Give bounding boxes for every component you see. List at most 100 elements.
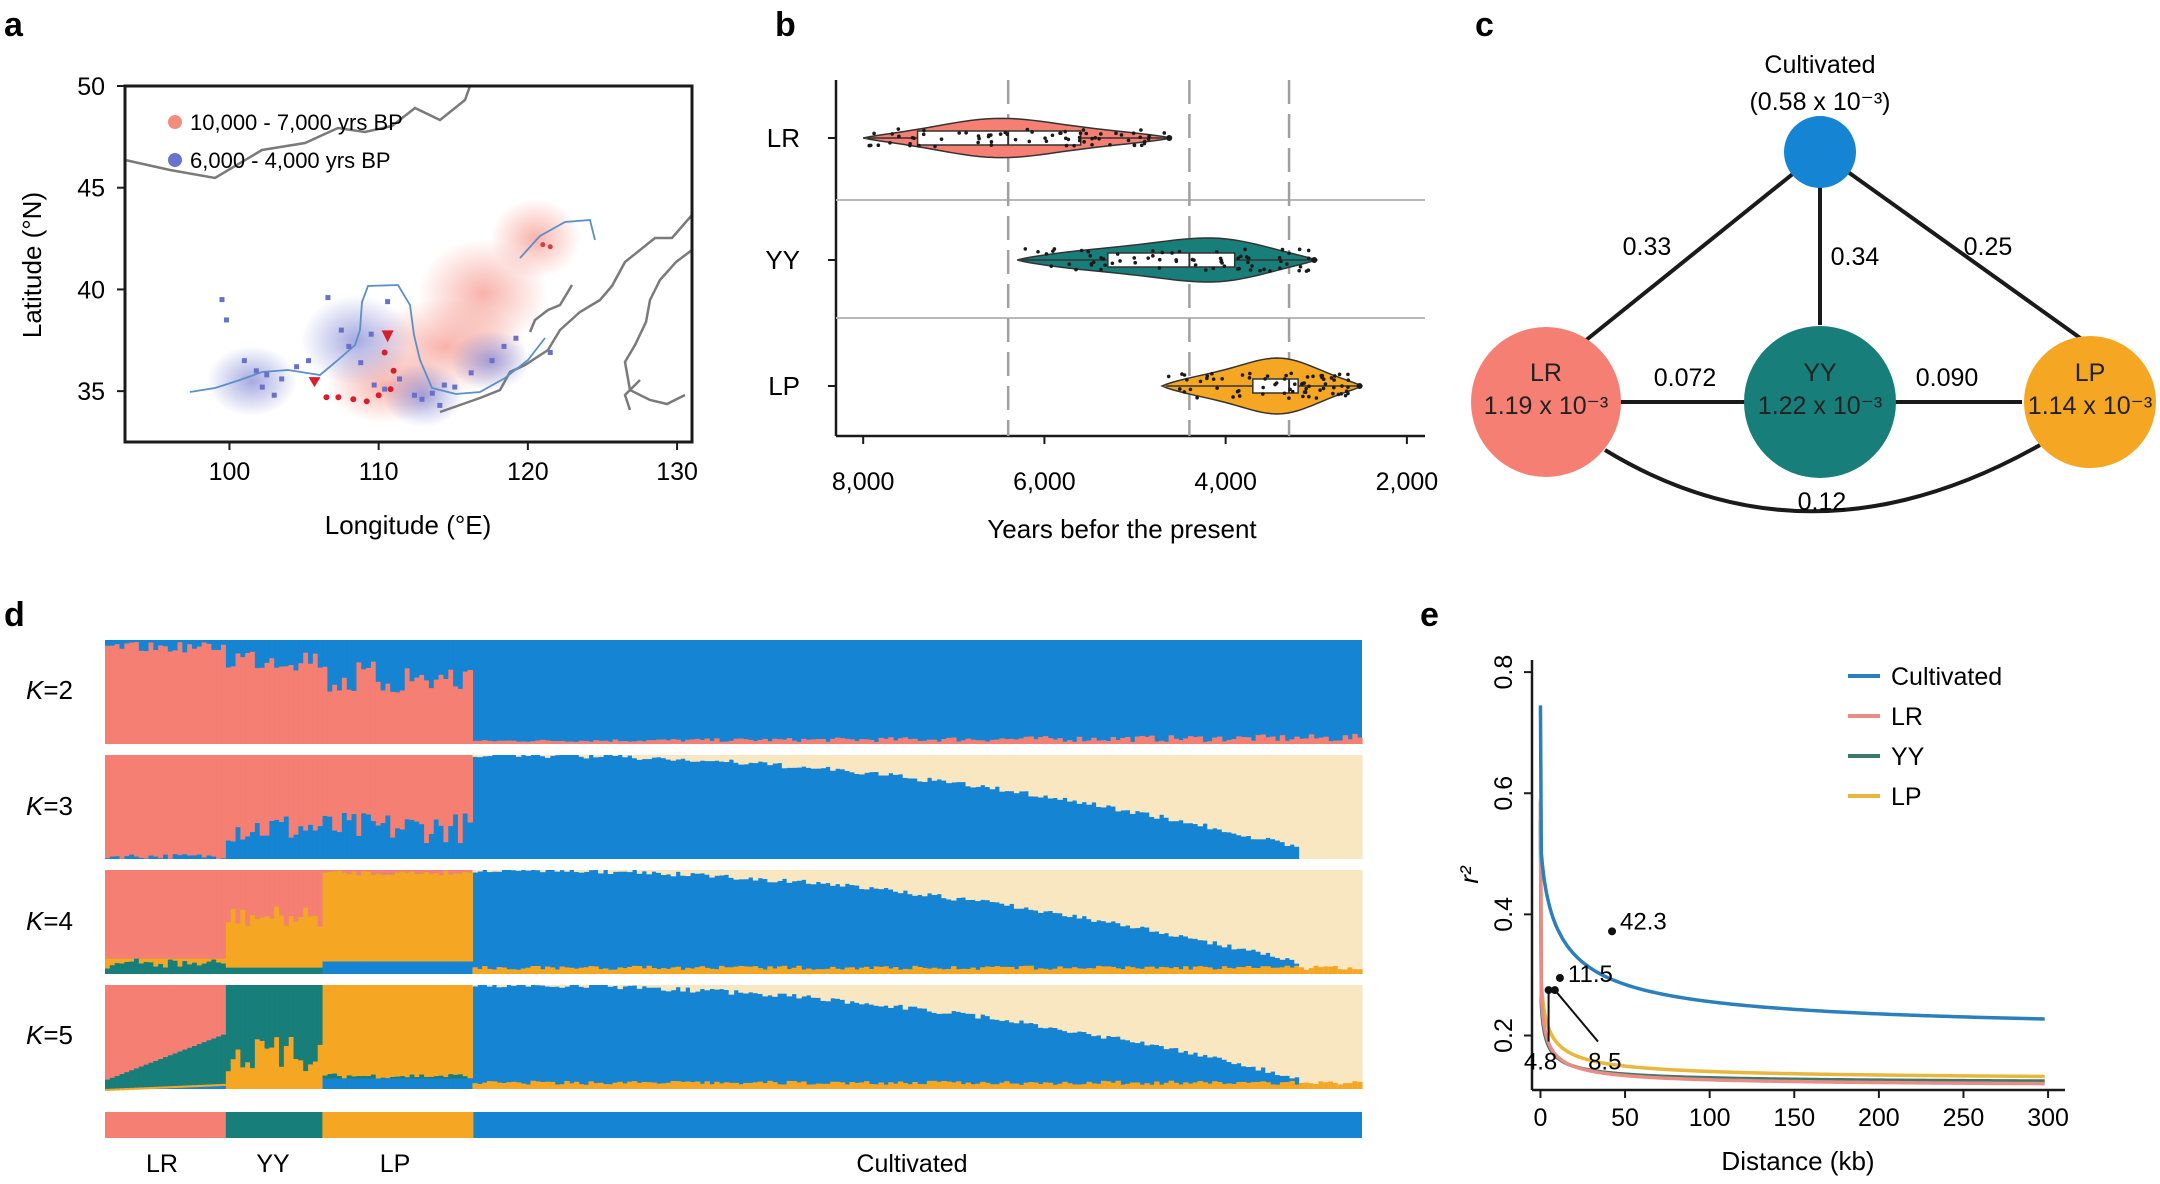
ancestry-segment: [965, 1082, 971, 1089]
ancestry-segment: [317, 967, 324, 974]
ancestry-segment: [1255, 870, 1262, 952]
ancestry-segment: [341, 872, 348, 962]
ancestry-segment: [1352, 733, 1358, 744]
ancestry-segment: [839, 738, 846, 744]
ancestry-segment: [221, 1083, 227, 1086]
sample-point: [1344, 389, 1349, 394]
ancestry-segment: [733, 1082, 739, 1089]
ancestry-segment: [283, 870, 290, 926]
ancestry-segment: [254, 1039, 261, 1089]
ancestry-segment: [656, 985, 662, 988]
sample-point: [1261, 392, 1265, 396]
ancestry-segment: [312, 755, 319, 831]
sample-point: [1278, 266, 1282, 270]
ancestry-segment: [424, 871, 430, 962]
ancestry-segment: [1337, 969, 1344, 974]
ancestry-segment: [448, 826, 454, 859]
ancestry-segment: [158, 645, 164, 744]
ancestry-segment: [1342, 870, 1349, 974]
ancestry-segment: [462, 755, 469, 814]
ancestry-segment: [361, 640, 367, 670]
ancestry-segment: [917, 740, 923, 744]
ancestry-segment: [283, 640, 290, 667]
ancestry-segment: [172, 640, 179, 651]
ancestry-segment: [1028, 1082, 1034, 1089]
ancestry-segment: [482, 755, 488, 757]
ancestry-segment: [646, 965, 652, 974]
ancestry-segment: [665, 985, 672, 992]
ancestry-segment: [1352, 870, 1358, 974]
ancestry-segment: [138, 1087, 145, 1090]
ancestry-segment: [922, 755, 928, 782]
ancestry-segment: [1187, 736, 1194, 744]
ancestry-segment: [922, 870, 928, 897]
ancestry-segment: [723, 741, 730, 744]
x-tick-label: 250: [1943, 1104, 1985, 1132]
ancestry-segment: [554, 969, 561, 974]
ancestry-segment: [119, 985, 125, 1075]
ancestry-segment: [274, 755, 280, 820]
ancestry-segment: [1226, 755, 1233, 833]
ancestry-segment: [1187, 985, 1194, 1055]
ancestry-segment: [1158, 985, 1165, 1047]
ancestry-segment: [279, 1066, 285, 1089]
ancestry-segment: [1134, 736, 1141, 744]
ancestry-segment: [1134, 870, 1141, 929]
ancestry-segment: [148, 958, 154, 963]
ancestry-segment: [718, 870, 725, 876]
ancestry-segment: [443, 985, 449, 1078]
ancestry-segment: [1038, 1083, 1044, 1089]
ancestry-segment: [849, 985, 855, 1002]
ancestry-segment: [1120, 985, 1126, 1040]
ancestry-segment: [984, 985, 991, 1017]
ancestry-segment: [709, 755, 715, 762]
ancestry-segment: [317, 640, 324, 668]
ancestry-segment: [230, 841, 237, 859]
ancestry-segment: [868, 968, 875, 974]
ancestry-segment: [970, 739, 976, 744]
ancestry-segment: [1357, 870, 1363, 974]
ancestry-segment: [119, 640, 125, 649]
ancestry-segment: [1023, 965, 1030, 974]
edge-label-cultivated-lr: 0.33: [1623, 233, 1672, 261]
ancestry-segment: [1125, 966, 1131, 974]
density-glow: [490, 198, 581, 279]
ancestry-segment: [158, 870, 164, 959]
ancestry-segment: [143, 985, 150, 1065]
ancestry-segment: [926, 1080, 933, 1089]
ancestry-segment: [1323, 870, 1329, 974]
ancestry-segment: [1144, 966, 1150, 974]
ancestry-segment: [578, 967, 585, 974]
ancestry-segment: [477, 969, 483, 974]
ancestry-segment: [182, 958, 188, 962]
ancestry-segment: [897, 969, 904, 974]
ancestry-segment: [622, 985, 628, 987]
ancestry-segment: [201, 985, 208, 1043]
ancestry-segment: [1038, 870, 1044, 913]
ancestry-segment: [1057, 1083, 1063, 1089]
sample-point: [1237, 394, 1242, 398]
ancestry-segment: [138, 755, 145, 858]
ancestry-segment: [1139, 985, 1146, 1042]
ancestry-segment: [975, 740, 981, 744]
ancestry-segment: [129, 640, 135, 643]
ancestry-segment: [283, 1046, 290, 1089]
ancestry-segment: [250, 870, 256, 915]
site-early: [363, 398, 370, 405]
ancestry-segment: [491, 741, 498, 744]
ancestry-segment: [1236, 755, 1242, 836]
ancestry-segment: [960, 968, 967, 974]
ancestry-segment: [114, 644, 121, 744]
ancestry-segment: [1289, 739, 1295, 744]
ancestry-segment: [781, 739, 788, 744]
ancestry-segment: [201, 642, 208, 744]
ancestry-segment: [694, 1081, 701, 1089]
ancestry-segment: [114, 1088, 121, 1091]
ancestry-segment: [1154, 1081, 1160, 1089]
ancestry-segment: [216, 755, 222, 859]
site-late: [306, 358, 312, 364]
ancestry-segment: [564, 741, 570, 744]
ancestry-segment: [428, 834, 435, 859]
ancestry-segment: [317, 755, 324, 827]
sample-point: [1162, 131, 1167, 135]
